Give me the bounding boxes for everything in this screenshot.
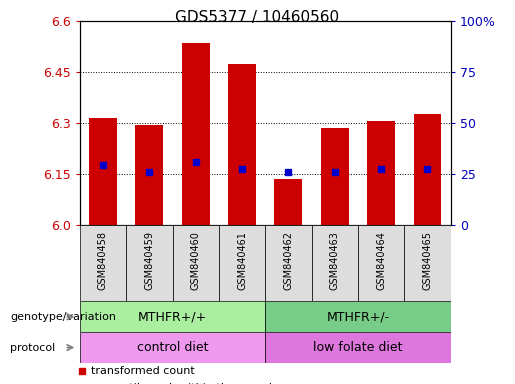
FancyBboxPatch shape (358, 225, 404, 301)
Text: GSM840465: GSM840465 (422, 231, 433, 290)
Text: protocol: protocol (10, 343, 56, 353)
Text: control diet: control diet (137, 341, 208, 354)
Bar (274, 179, 302, 225)
Text: MTHFR+/+: MTHFR+/+ (138, 310, 207, 323)
FancyBboxPatch shape (173, 225, 219, 301)
Text: GSM840462: GSM840462 (283, 231, 294, 290)
Text: GSM840458: GSM840458 (98, 231, 108, 290)
FancyBboxPatch shape (265, 225, 312, 301)
FancyBboxPatch shape (80, 332, 265, 363)
Text: GDS5377 / 10460560: GDS5377 / 10460560 (176, 10, 339, 25)
Bar (89, 118, 117, 225)
FancyBboxPatch shape (126, 225, 173, 301)
Text: low folate diet: low folate diet (313, 341, 403, 354)
Text: MTHFR+/-: MTHFR+/- (327, 310, 389, 323)
Text: genotype/variation: genotype/variation (10, 312, 116, 322)
FancyBboxPatch shape (80, 225, 126, 301)
Text: GSM840464: GSM840464 (376, 231, 386, 290)
Text: percentile rank within the sample: percentile rank within the sample (91, 383, 279, 384)
FancyBboxPatch shape (80, 301, 265, 332)
Bar (321, 128, 349, 225)
Text: GSM840463: GSM840463 (330, 231, 340, 290)
Text: transformed count: transformed count (91, 366, 195, 376)
Bar (367, 121, 395, 225)
Text: GSM840460: GSM840460 (191, 231, 201, 290)
FancyBboxPatch shape (312, 225, 358, 301)
Text: GSM840459: GSM840459 (144, 231, 154, 290)
FancyBboxPatch shape (265, 301, 451, 332)
FancyBboxPatch shape (404, 225, 451, 301)
Bar (228, 63, 256, 225)
Bar (182, 43, 210, 225)
Bar (414, 114, 441, 225)
Text: GSM840461: GSM840461 (237, 231, 247, 290)
FancyBboxPatch shape (219, 225, 265, 301)
FancyBboxPatch shape (265, 332, 451, 363)
Bar (135, 124, 163, 225)
